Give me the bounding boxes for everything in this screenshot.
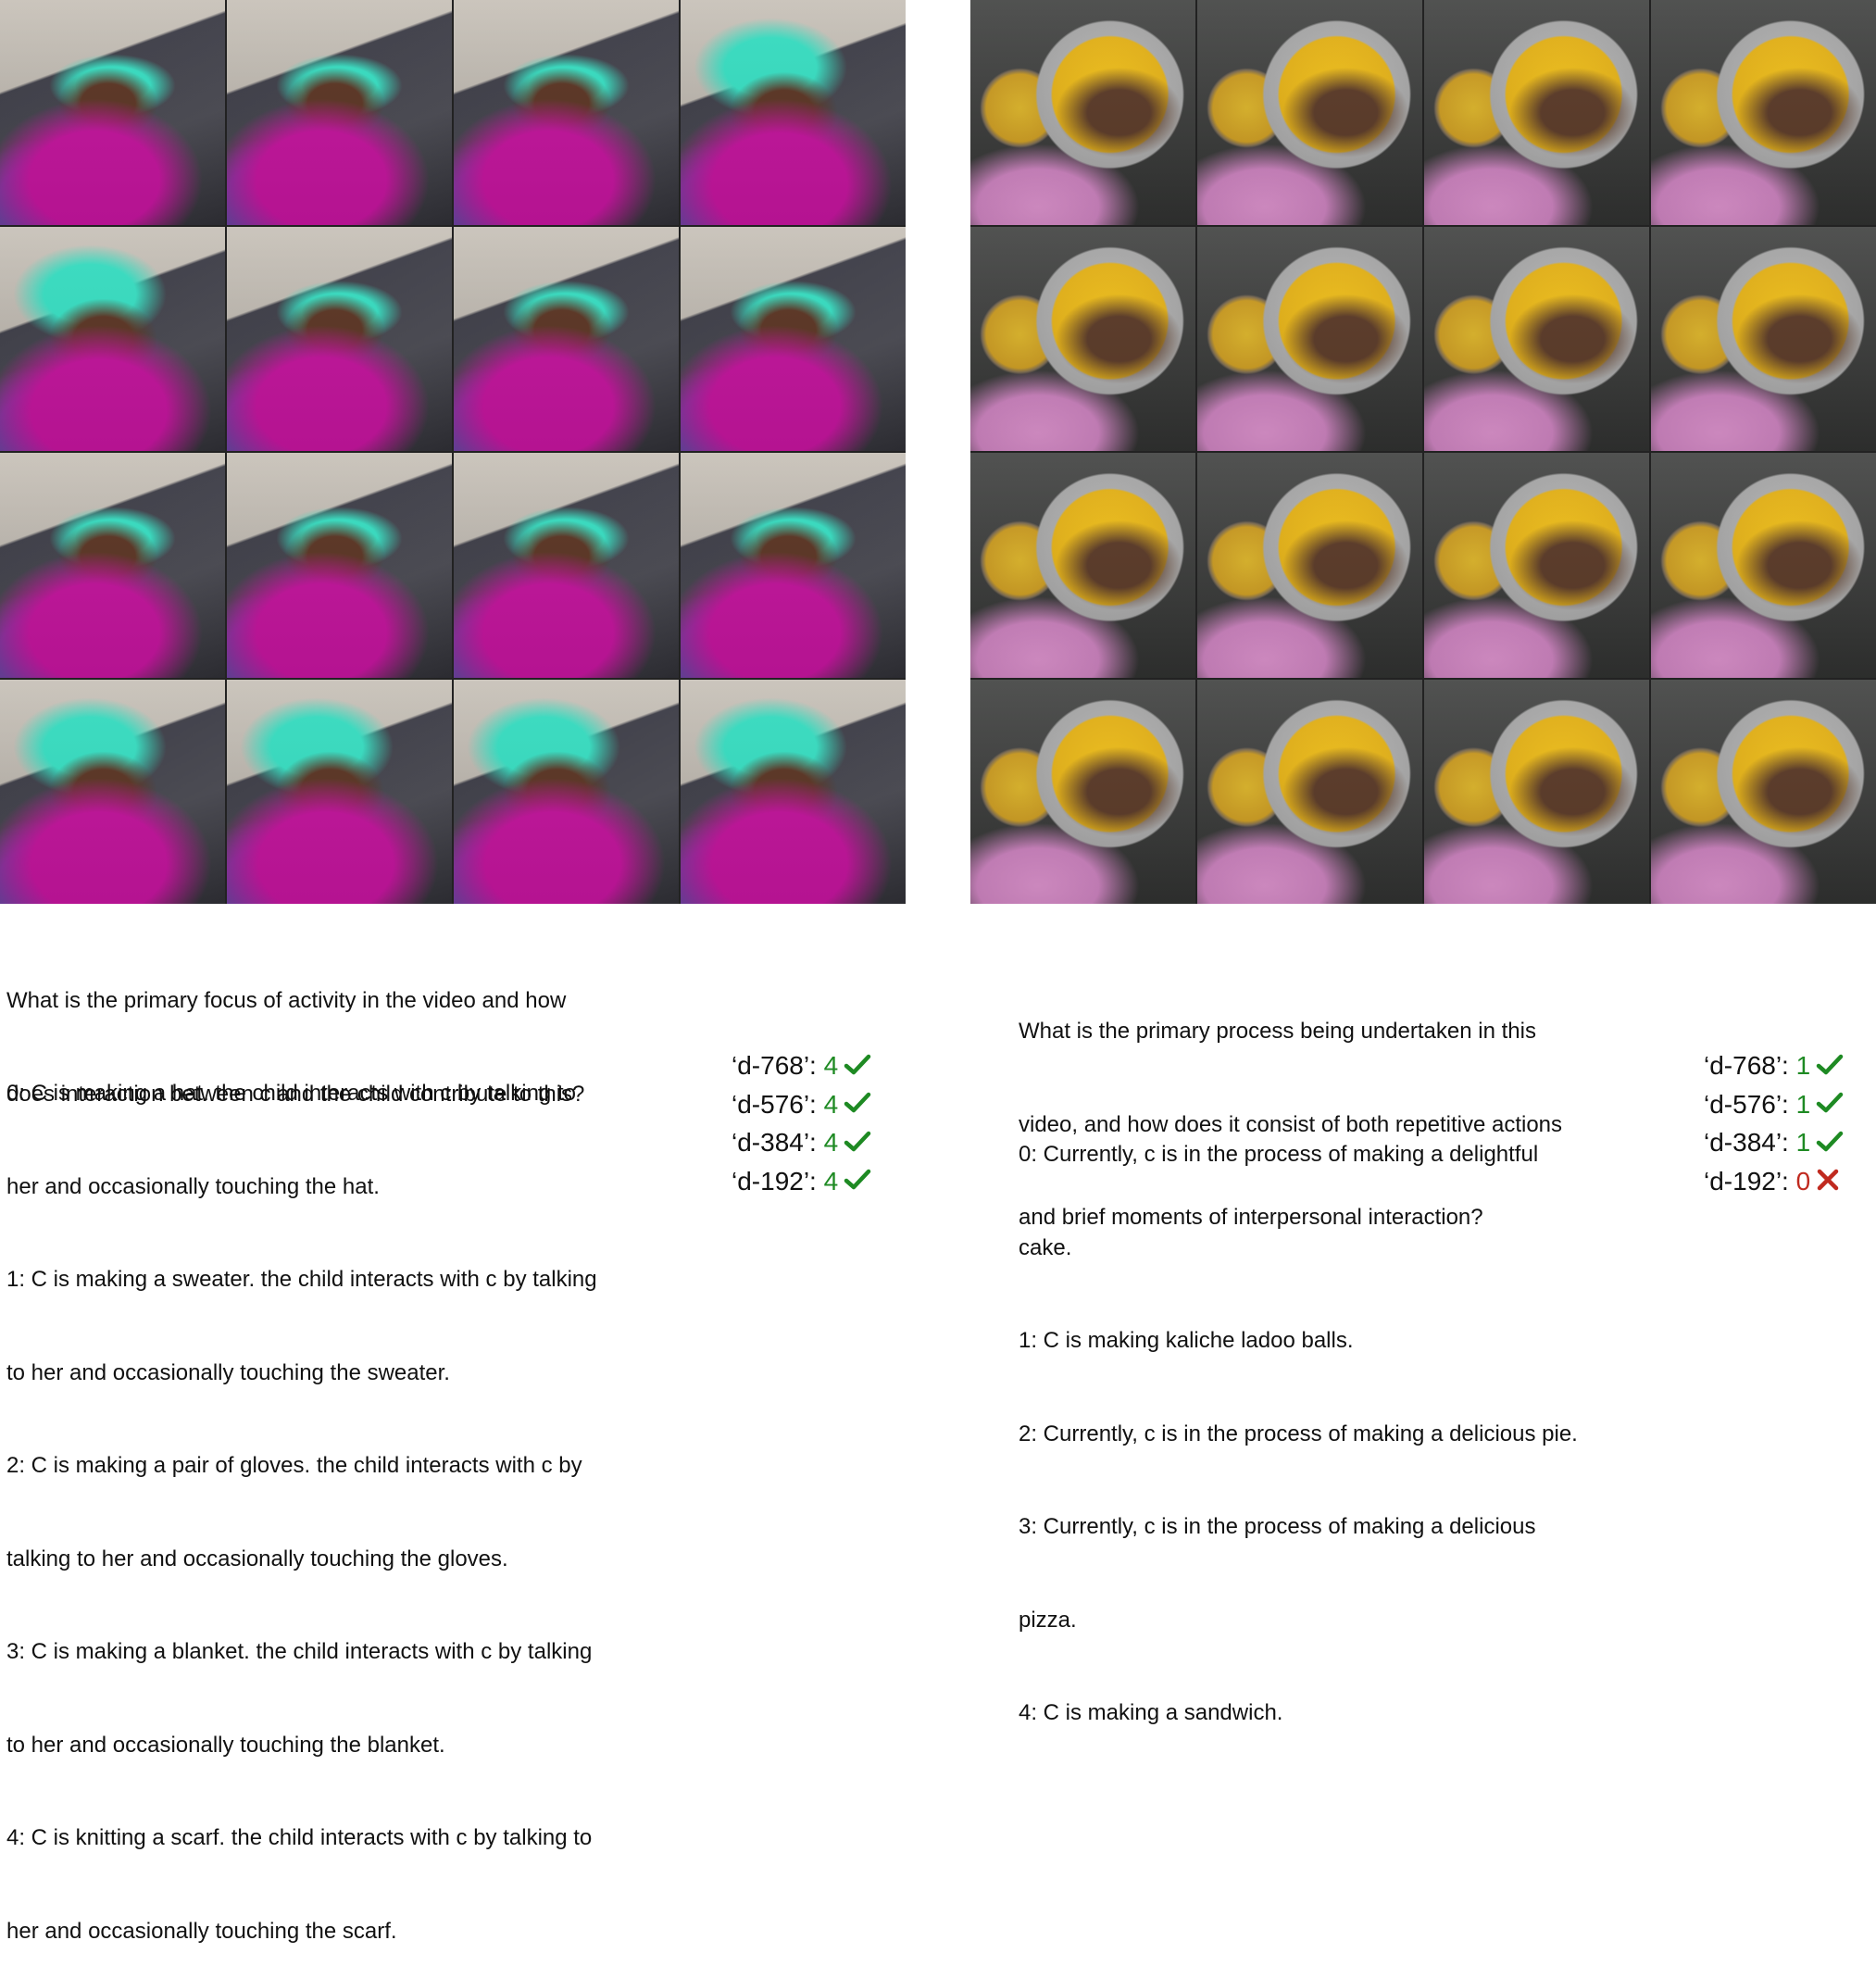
option-line: 4: C is making a sandwich. — [1019, 1700, 1283, 1725]
cooking-video-frame — [1197, 453, 1422, 678]
left-question: What is the primary focus of activity in… — [6, 923, 584, 1141]
question-line: What is the primary focus of activity in… — [6, 988, 567, 1013]
knitting-video-frame — [681, 226, 906, 451]
score-row: ‘d-576’: 1 — [1704, 1086, 1844, 1125]
right-options: 0: Currently, c is in the process of mak… — [1019, 1077, 1578, 1759]
cooking-video-frame — [970, 453, 1195, 678]
score-label: ‘d-576’: — [732, 1089, 824, 1119]
score-row: ‘d-768’: 4 — [732, 1047, 871, 1086]
option-line: her and occasionally touching the hat. — [6, 1173, 380, 1199]
score-label: ‘d-768’: — [732, 1051, 824, 1080]
cooking-video-frame — [1424, 226, 1649, 451]
score-value: 1 — [1795, 1051, 1811, 1080]
score-value: 4 — [823, 1089, 839, 1119]
cooking-video-frame — [1424, 679, 1649, 904]
score-value: 1 — [1795, 1128, 1811, 1158]
knitting-video-frame — [681, 679, 906, 904]
knitting-video-frame — [227, 0, 452, 225]
knitting-video-frame — [227, 226, 452, 451]
check-icon — [844, 1087, 871, 1124]
left-options: 0: C is making a hat. the child interact… — [6, 1016, 597, 1978]
cooking-video-frame — [1651, 226, 1876, 451]
cooking-video-frame — [1424, 0, 1649, 225]
question-line: and brief moments of interpersonal inter… — [1019, 1205, 1483, 1230]
score-row: ‘d-192’: 0 — [1704, 1163, 1844, 1202]
option-line: 3: Currently, c is in the process of mak… — [1019, 1514, 1536, 1539]
option-line: 4: C is knitting a scarf. the child inte… — [6, 1825, 593, 1850]
score-value: 4 — [823, 1166, 839, 1196]
cooking-video-frame — [1651, 679, 1876, 904]
right-scores: ‘d-768’: 1 ‘d-576’: 1 ‘d-384’: 1 ‘d-192’: 0 — [1704, 1047, 1844, 1201]
question-line: What is the primary process being undert… — [1019, 1019, 1536, 1044]
knitting-video-frame — [454, 226, 679, 451]
score-row: ‘d-384’: 4 — [732, 1124, 871, 1163]
option-line: 1: C is making a sweater. the child inte… — [6, 1267, 597, 1292]
check-icon — [1816, 1126, 1844, 1163]
left-scores: ‘d-768’: 4 ‘d-576’: 4 ‘d-384’: 4 ‘d-192’: 4 — [732, 1047, 871, 1201]
knitting-video-frame — [0, 0, 225, 225]
knitting-video-frame — [227, 679, 452, 904]
score-label: ‘d-384’: — [1704, 1128, 1796, 1158]
option-line: 3: C is making a blanket. the child inte… — [6, 1639, 593, 1664]
question-line: does interaction between c and the child… — [6, 1081, 585, 1107]
option-line: cake. — [1019, 1234, 1072, 1260]
knitting-video-frame — [454, 679, 679, 904]
score-value: 4 — [823, 1128, 839, 1158]
option-line: her and occasionally touching the scarf. — [6, 1918, 397, 1944]
score-row: ‘d-384’: 1 — [1704, 1124, 1844, 1163]
option-line: 0: C is making a hat. the child interact… — [6, 1081, 576, 1106]
knitting-video-frame — [681, 453, 906, 678]
option-line: talking to her and occasionally touching… — [6, 1546, 508, 1571]
cooking-video-frame — [970, 226, 1195, 451]
cross-icon — [1816, 1164, 1840, 1201]
score-label: ‘d-384’: — [732, 1128, 824, 1158]
score-row: ‘d-768’: 1 — [1704, 1047, 1844, 1086]
score-label: ‘d-576’: — [1704, 1089, 1796, 1119]
question-line: video, and how does it consist of both r… — [1019, 1111, 1563, 1137]
knitting-video-frame — [0, 679, 225, 904]
score-value: 4 — [823, 1051, 839, 1080]
score-label: ‘d-192’: — [732, 1166, 824, 1196]
option-line: 1: C is making kaliche ladoo balls. — [1019, 1328, 1354, 1353]
score-value: 1 — [1795, 1089, 1811, 1119]
right-question: What is the primary process being undert… — [1019, 954, 1562, 1264]
knitting-video-frame — [454, 453, 679, 678]
score-row: ‘d-192’: 4 — [732, 1163, 871, 1202]
option-line: pizza. — [1019, 1607, 1077, 1633]
knitting-frame-grid — [0, 0, 906, 904]
knitting-video-frame — [0, 453, 225, 678]
score-row: ‘d-576’: 4 — [732, 1086, 871, 1125]
cooking-frame-grid — [970, 0, 1876, 904]
cooking-video-frame — [1651, 0, 1876, 225]
option-line: 2: Currently, c is in the process of mak… — [1019, 1421, 1578, 1446]
option-line: to her and occasionally touching the swe… — [6, 1359, 450, 1385]
check-icon — [1816, 1087, 1844, 1124]
option-line: 0: Currently, c is in the process of mak… — [1019, 1142, 1539, 1167]
check-icon — [844, 1126, 871, 1163]
score-value: 0 — [1795, 1166, 1811, 1196]
cooking-video-frame — [1197, 679, 1422, 904]
check-icon — [844, 1049, 871, 1086]
knitting-video-frame — [454, 0, 679, 225]
option-line: 2: C is making a pair of gloves. the chi… — [6, 1453, 582, 1478]
check-icon — [844, 1164, 871, 1201]
cooking-video-frame — [1197, 0, 1422, 225]
cooking-video-frame — [970, 0, 1195, 225]
knitting-video-frame — [227, 453, 452, 678]
cooking-video-frame — [1651, 453, 1876, 678]
check-icon — [1816, 1049, 1844, 1086]
option-line: to her and occasionally touching the bla… — [6, 1732, 445, 1758]
score-label: ‘d-192’: — [1704, 1166, 1796, 1196]
cooking-video-frame — [1197, 226, 1422, 451]
cooking-video-frame — [970, 679, 1195, 904]
knitting-video-frame — [681, 0, 906, 225]
score-label: ‘d-768’: — [1704, 1051, 1796, 1080]
cooking-video-frame — [1424, 453, 1649, 678]
knitting-video-frame — [0, 226, 225, 451]
